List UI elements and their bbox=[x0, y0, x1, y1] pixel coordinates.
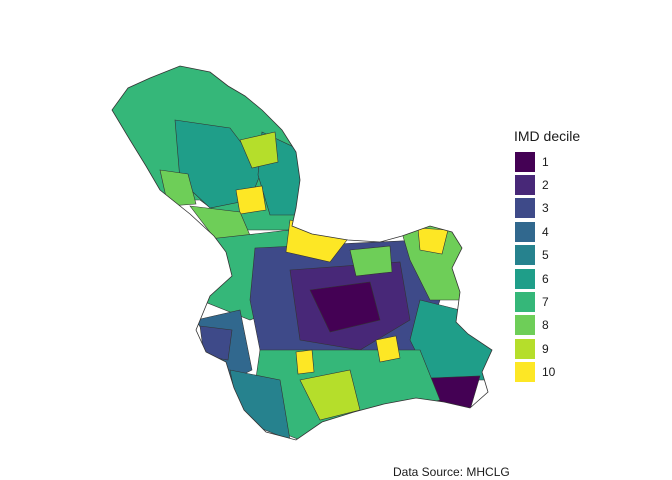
legend-items: 1 2 3 4 5 6 7 8 9 10 bbox=[514, 150, 580, 384]
legend-item-3: 3 bbox=[514, 197, 580, 220]
legend-label: 1 bbox=[542, 154, 549, 169]
legend-label: 3 bbox=[542, 201, 549, 216]
data-source-caption: Data Source: MHCLG bbox=[393, 465, 510, 479]
legend-label: 9 bbox=[542, 341, 549, 356]
legend-item-5: 5 bbox=[514, 244, 580, 267]
area-scatter-light-1 bbox=[349, 245, 393, 277]
map-regions bbox=[112, 66, 492, 440]
area-yellow-ne bbox=[417, 227, 449, 255]
legend-label: 10 bbox=[542, 365, 556, 380]
legend-item-1: 1 bbox=[514, 150, 580, 173]
legend-swatch bbox=[514, 337, 536, 360]
legend-swatch bbox=[514, 361, 536, 384]
legend-label: 4 bbox=[542, 224, 549, 239]
legend-swatch bbox=[514, 220, 536, 243]
legend-swatch bbox=[514, 267, 536, 290]
legend-title: IMD decile bbox=[514, 128, 581, 144]
legend-swatch bbox=[514, 291, 536, 314]
legend-label: 7 bbox=[542, 295, 549, 310]
legend-label: 8 bbox=[542, 318, 549, 333]
legend-item-2: 2 bbox=[514, 173, 580, 197]
legend-swatch bbox=[514, 174, 536, 197]
legend-item-7: 7 bbox=[514, 290, 580, 314]
legend-swatch bbox=[514, 244, 536, 267]
area-north-yellow bbox=[235, 185, 267, 215]
legend-label: 6 bbox=[542, 271, 549, 286]
area-scatter-yellow-2 bbox=[375, 335, 401, 363]
area-scatter-yellow-1 bbox=[295, 349, 315, 375]
legend-item-10: 10 bbox=[514, 361, 580, 384]
legend: IMD decile 1 2 3 4 5 6 7 8 9 10 bbox=[514, 128, 580, 384]
legend-label: 5 bbox=[542, 248, 549, 263]
legend-label: 2 bbox=[542, 178, 549, 193]
area-west-blue bbox=[199, 325, 233, 361]
area-north-light bbox=[239, 131, 279, 169]
legend-swatch bbox=[514, 150, 536, 173]
legend-item-6: 6 bbox=[514, 267, 580, 290]
legend-item-4: 4 bbox=[514, 220, 580, 243]
region-outline bbox=[111, 65, 493, 441]
legend-swatch bbox=[514, 197, 536, 220]
legend-item-8: 8 bbox=[514, 314, 580, 337]
legend-item-9: 9 bbox=[514, 337, 580, 360]
legend-swatch bbox=[514, 314, 536, 337]
area-urban-core-deep bbox=[309, 281, 381, 333]
